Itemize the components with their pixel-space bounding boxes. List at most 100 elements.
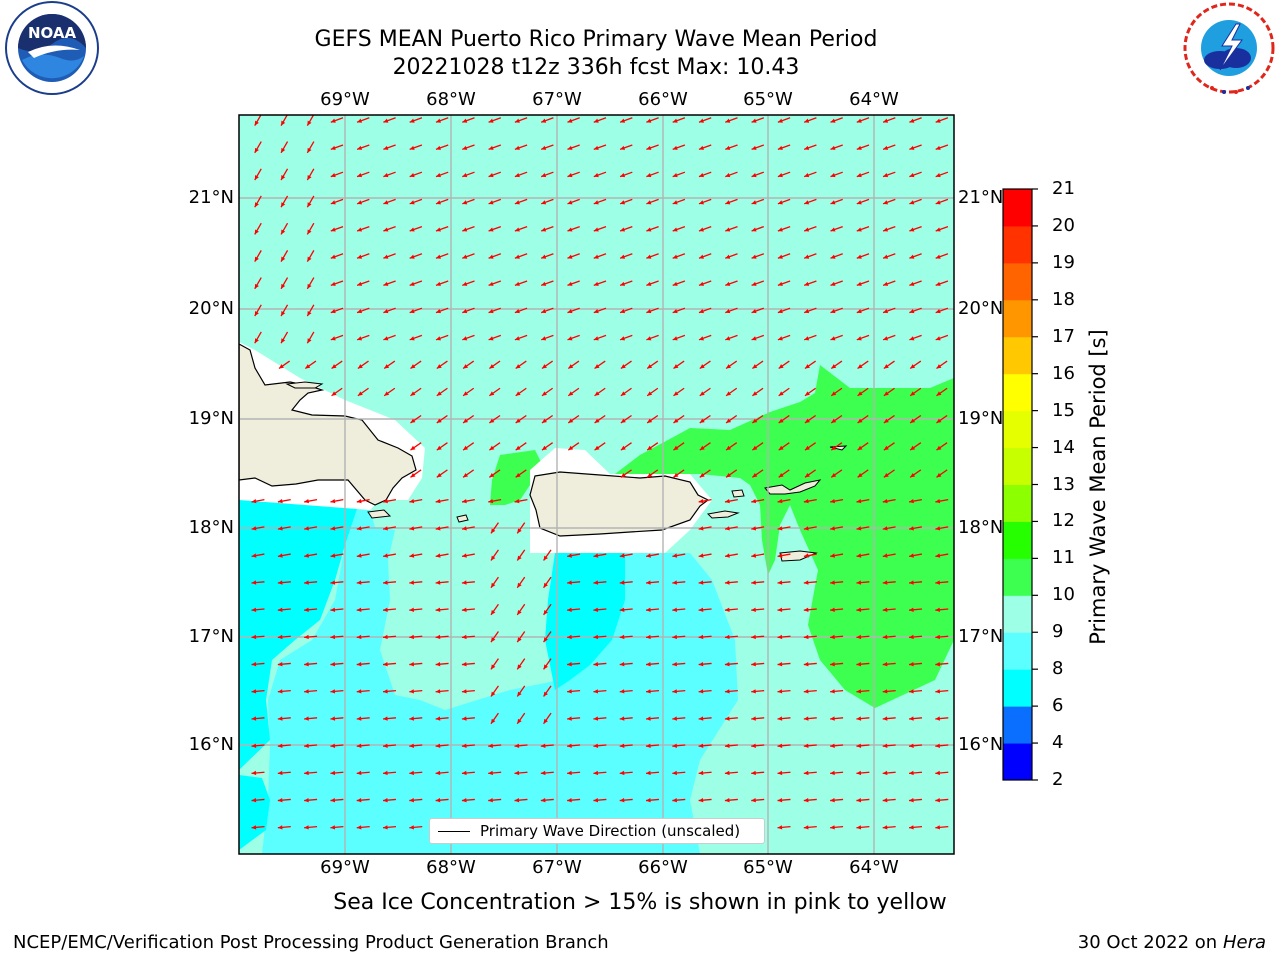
wave-arrow <box>304 607 318 612</box>
wave-arrow <box>777 117 791 123</box>
right-tick-label: 20°N <box>958 298 1004 319</box>
wave-arrow <box>725 334 738 341</box>
wave-arrow <box>254 141 262 154</box>
wave-arrow <box>383 360 396 370</box>
wave-arrow <box>435 280 449 287</box>
wave-arrow <box>409 499 423 504</box>
wave-arrow <box>254 331 262 344</box>
wave-arrow <box>619 770 633 776</box>
wave-arrow <box>490 712 499 725</box>
wave-arrow <box>698 662 712 667</box>
wave-arrow <box>724 526 738 531</box>
wave-arrow <box>461 499 475 504</box>
wave-arrow <box>435 743 449 748</box>
wave-arrow <box>672 716 686 721</box>
wave-arrow <box>752 414 764 424</box>
wave-arrow <box>752 360 764 370</box>
wave-arrow <box>935 580 949 585</box>
wave-arrow <box>882 716 896 721</box>
wave-arrow <box>908 580 923 585</box>
wave-arrow <box>409 716 423 721</box>
right-tick-label: 16°N <box>958 734 1004 755</box>
wave-arrow <box>304 553 318 558</box>
wave-arrow <box>856 171 870 178</box>
wave-arrow <box>567 360 580 370</box>
wave-arrow <box>567 743 581 748</box>
wave-arrow <box>356 225 370 232</box>
wave-arrow <box>593 689 607 694</box>
period-10-11-region-east <box>615 365 954 708</box>
wave-arrow <box>725 253 738 259</box>
legend-line-icon <box>438 831 470 832</box>
wave-arrow <box>436 414 448 424</box>
wave-arrow <box>856 225 870 232</box>
wave-arrow <box>436 442 448 451</box>
wave-arrow <box>330 280 344 287</box>
wave-arrow <box>567 280 580 287</box>
wave-arrow <box>777 553 791 558</box>
wave-arrow <box>409 526 423 531</box>
wave-arrow <box>593 171 607 178</box>
wave-arrow <box>698 798 712 803</box>
wave-arrow <box>751 225 765 232</box>
wave-arrow <box>567 798 581 803</box>
wave-arrow <box>935 825 949 830</box>
wave-arrow <box>909 469 922 478</box>
wave-arrow <box>594 414 606 424</box>
wave-arrow <box>462 469 475 478</box>
wave-arrow <box>514 253 528 259</box>
wave-arrow <box>280 250 289 262</box>
wave-arrow <box>254 304 262 317</box>
wave-arrow <box>543 712 552 725</box>
wave-arrow <box>935 171 949 178</box>
wave-arrow <box>277 689 291 694</box>
wave-arrow <box>856 798 870 803</box>
wave-arrow <box>936 442 948 451</box>
wave-arrow <box>435 171 449 178</box>
wave-arrow <box>882 307 896 314</box>
wave-arrow <box>488 171 502 178</box>
wave-arrow <box>619 171 633 178</box>
wave-arrow <box>382 499 397 504</box>
colorbar-bin <box>1003 743 1032 781</box>
wave-arrow <box>383 171 396 178</box>
wave-arrow <box>619 662 633 667</box>
wave-arrow <box>254 277 262 290</box>
wave-arrow <box>306 195 315 208</box>
wave-arrow <box>277 825 291 830</box>
wave-arrow <box>830 798 844 803</box>
wave-arrow <box>830 171 843 178</box>
wave-arrow <box>882 743 896 748</box>
wave-arrow <box>567 387 580 397</box>
wave-arrow <box>540 798 554 803</box>
wave-arrow <box>646 253 659 259</box>
wave-arrow <box>306 331 315 344</box>
wave-arrow <box>856 689 870 694</box>
wave-arrow <box>698 743 712 748</box>
colorbar-bin <box>1003 410 1032 449</box>
wave-arrow <box>254 115 262 126</box>
wave-arrow <box>382 825 397 830</box>
wave-arrow <box>330 634 344 640</box>
wave-arrow <box>593 553 607 558</box>
wave-arrow <box>751 171 765 178</box>
wave-arrow <box>725 360 738 370</box>
wave-arrow <box>490 576 499 589</box>
wave-arrow <box>593 798 607 803</box>
wave-arrow <box>540 280 554 287</box>
wave-arrow <box>646 171 659 178</box>
wave-arrow <box>698 225 712 232</box>
wave-arrow <box>356 117 370 123</box>
wave-arrow <box>672 634 686 640</box>
wave-arrow <box>462 307 475 314</box>
wave-arrow <box>803 770 817 776</box>
wave-arrow <box>724 743 738 748</box>
wave-arrow <box>672 743 686 748</box>
wave-arrow <box>909 360 922 370</box>
wave-arrow <box>909 144 922 151</box>
wave-arrow <box>673 469 685 478</box>
wave-arrow <box>830 225 843 232</box>
wave-arrow <box>909 253 922 259</box>
wave-arrow <box>435 689 449 694</box>
wave-arrow <box>856 526 870 531</box>
